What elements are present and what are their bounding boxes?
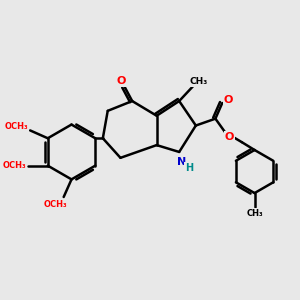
Text: O: O xyxy=(224,95,233,105)
Text: O: O xyxy=(224,132,234,142)
Text: O: O xyxy=(117,76,126,86)
Text: CH₃: CH₃ xyxy=(190,77,208,86)
Text: N: N xyxy=(176,157,186,167)
Text: H: H xyxy=(185,163,193,172)
Text: CH₃: CH₃ xyxy=(246,209,263,218)
Text: OCH₃: OCH₃ xyxy=(4,122,28,131)
Text: OCH₃: OCH₃ xyxy=(3,161,26,170)
Text: OCH₃: OCH₃ xyxy=(44,200,68,209)
